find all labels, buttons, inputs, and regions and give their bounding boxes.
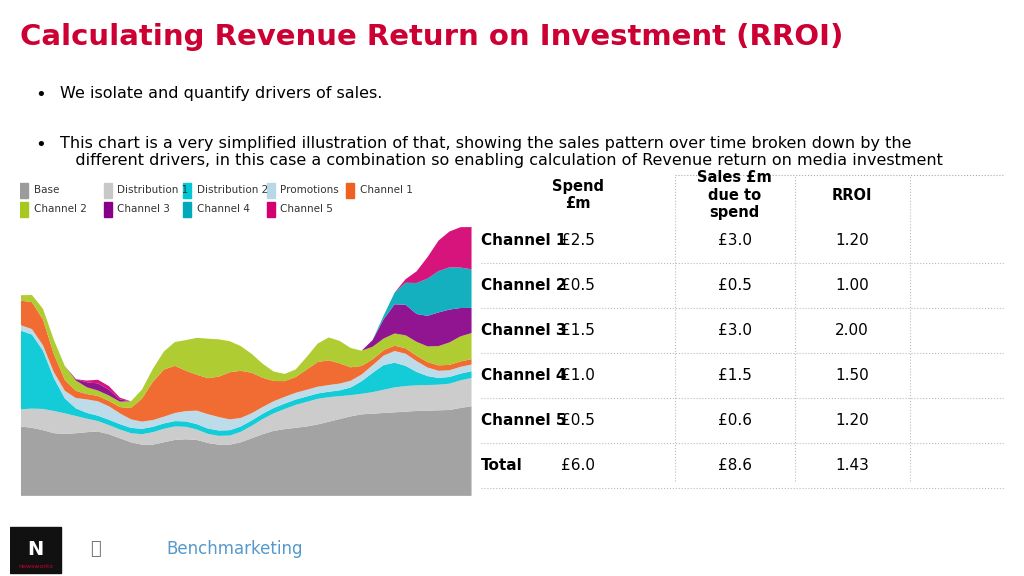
Text: 1.00: 1.00 <box>836 278 869 293</box>
Bar <box>267 202 275 217</box>
Text: £2.5: £2.5 <box>561 233 595 248</box>
Text: Distribution 2: Distribution 2 <box>197 185 268 195</box>
Text: Promotions: Promotions <box>281 185 339 195</box>
Text: Channel 2: Channel 2 <box>481 278 567 293</box>
Text: Channel 3: Channel 3 <box>118 204 170 214</box>
Text: This chart is a very simplified illustration of that, showing the sales pattern : This chart is a very simplified illustra… <box>59 136 943 168</box>
Text: £1.5: £1.5 <box>718 367 752 382</box>
Bar <box>20 183 29 198</box>
Bar <box>346 183 354 198</box>
Text: Channel 4: Channel 4 <box>481 367 566 382</box>
Bar <box>104 183 112 198</box>
Text: N: N <box>28 540 44 559</box>
Text: £3.0: £3.0 <box>718 233 752 248</box>
Text: Channel 5: Channel 5 <box>481 412 566 427</box>
Text: Base: Base <box>34 185 59 195</box>
Bar <box>104 202 112 217</box>
Text: £1.5: £1.5 <box>561 323 595 338</box>
Text: 1.50: 1.50 <box>836 367 869 382</box>
Text: Benchmarketing: Benchmarketing <box>166 540 302 558</box>
Text: Channel 3: Channel 3 <box>481 323 566 338</box>
Text: £0.5: £0.5 <box>561 278 595 293</box>
Bar <box>183 202 191 217</box>
Text: 1.43: 1.43 <box>836 458 869 473</box>
Text: Sales £m
due to
spend: Sales £m due to spend <box>697 170 772 220</box>
Text: £1.0: £1.0 <box>561 367 595 382</box>
Text: Spend
£m: Spend £m <box>552 179 604 211</box>
Bar <box>10 526 60 574</box>
Bar <box>20 202 29 217</box>
Text: Channel 4: Channel 4 <box>197 204 250 214</box>
Text: 1.20: 1.20 <box>836 412 869 427</box>
Text: 2.00: 2.00 <box>836 323 869 338</box>
Bar <box>267 183 275 198</box>
Text: Channel 1: Channel 1 <box>481 233 566 248</box>
Text: £6.0: £6.0 <box>561 458 595 473</box>
Text: £8.6: £8.6 <box>718 458 752 473</box>
Text: Calculating Revenue Return on Investment (RROI): Calculating Revenue Return on Investment… <box>20 24 844 51</box>
Text: newsworks: newsworks <box>18 564 53 569</box>
Text: Total: Total <box>481 458 523 473</box>
Text: RROI: RROI <box>831 188 872 203</box>
Text: •: • <box>35 136 46 154</box>
Text: £3.0: £3.0 <box>718 323 752 338</box>
Text: Channel 1: Channel 1 <box>359 185 413 195</box>
Text: £0.5: £0.5 <box>561 412 595 427</box>
Text: We isolate and quantify drivers of sales.: We isolate and quantify drivers of sales… <box>59 86 382 101</box>
Text: Distribution 1: Distribution 1 <box>118 185 188 195</box>
Text: £0.6: £0.6 <box>718 412 752 427</box>
Bar <box>183 183 191 198</box>
Text: Channel 5: Channel 5 <box>281 204 333 214</box>
Text: 1.20: 1.20 <box>836 233 869 248</box>
Text: •: • <box>35 86 46 104</box>
Text: 示: 示 <box>90 540 101 558</box>
Text: Channel 2: Channel 2 <box>34 204 87 214</box>
Text: £0.5: £0.5 <box>718 278 752 293</box>
